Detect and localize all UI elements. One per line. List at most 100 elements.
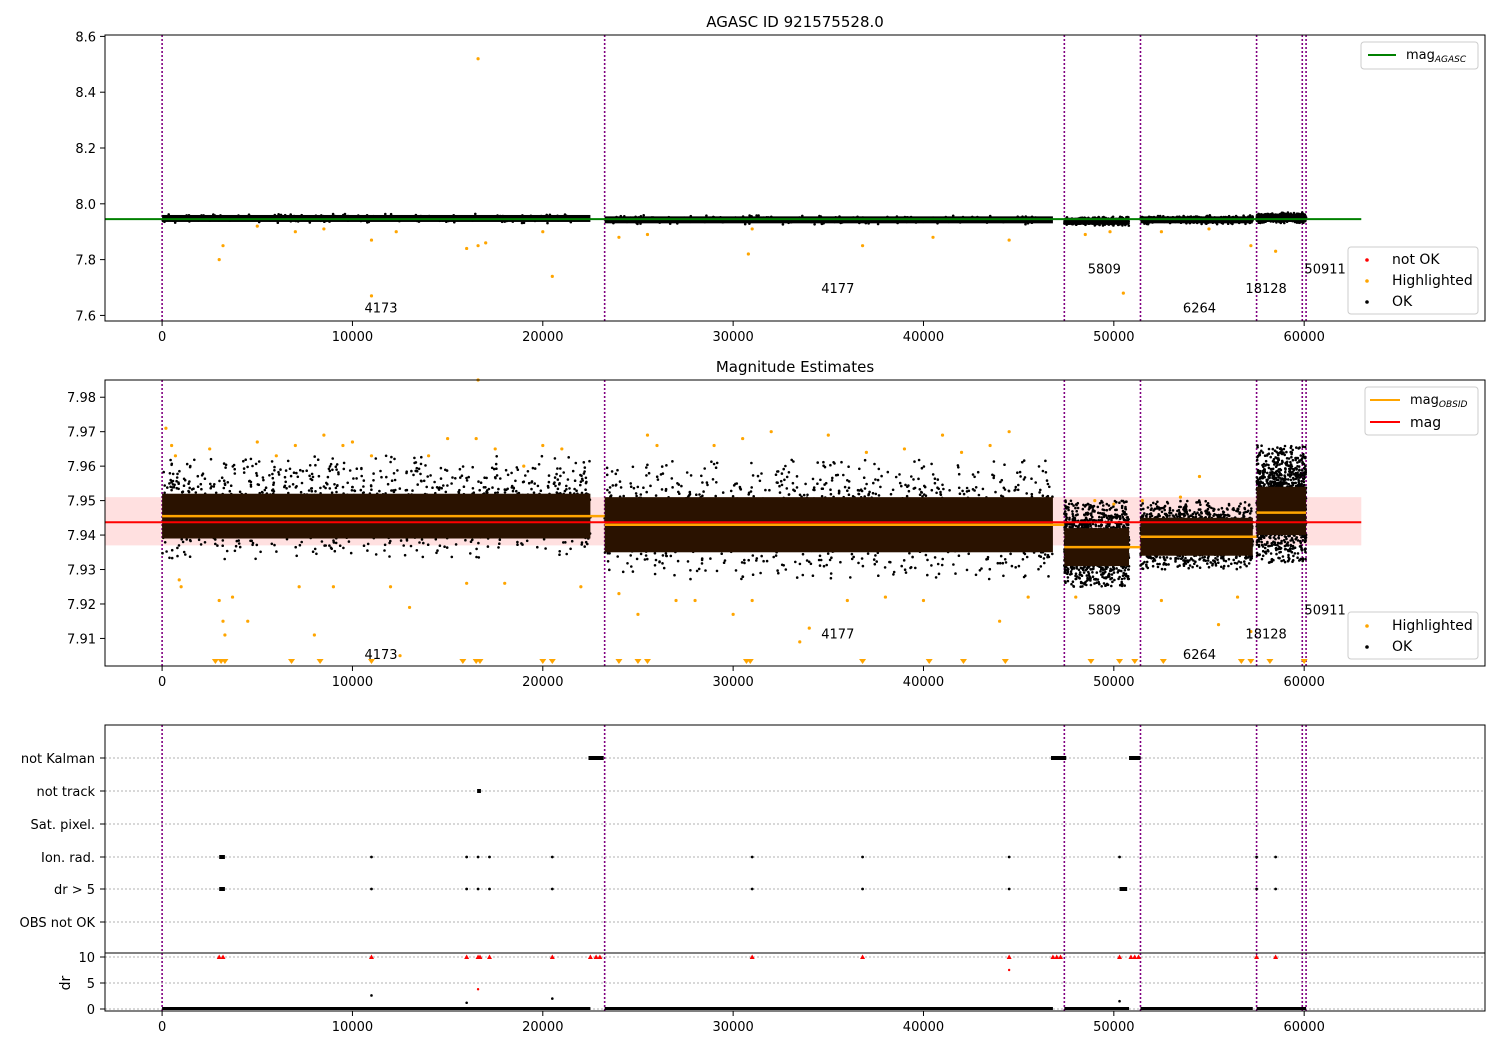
highlighted-point: [807, 626, 811, 630]
dr-clipped-marker: [549, 954, 555, 959]
dr-clipped-marker: [486, 954, 492, 959]
flag-point: [861, 855, 864, 859]
flag-point-run: [588, 756, 604, 760]
highlighted-point: [173, 454, 178, 458]
obsid-label: 5809: [1088, 263, 1121, 278]
highlighted-point: [1159, 230, 1164, 234]
flag-point: [370, 855, 373, 859]
highlighted-point: [541, 230, 545, 234]
ok-points: [605, 214, 1053, 226]
clipped-low-marker: [548, 659, 556, 664]
highlighted-point: [217, 598, 221, 603]
flag-point: [1274, 887, 1278, 891]
y-tick-label: 7.6: [75, 309, 96, 324]
dr-ok-points: [162, 1007, 591, 1010]
obsid-label: 4173: [364, 302, 397, 317]
dr-clipped-marker: [1050, 954, 1056, 959]
highlighted-point: [465, 246, 469, 251]
clipped-low-marker: [643, 659, 651, 664]
obsid-label: 4177: [821, 282, 854, 297]
flag-point: [488, 887, 491, 891]
highlighted-point: [645, 433, 650, 437]
highlighted-point: [350, 440, 355, 444]
flag-point-run: [1051, 756, 1067, 760]
highlighted-point: [860, 244, 865, 248]
highlighted-point: [177, 578, 181, 582]
highlighted-point: [1159, 598, 1164, 603]
dr-clipped-marker: [1254, 954, 1260, 959]
dr-clipped-marker: [1132, 954, 1138, 959]
dr-not-ok-point: [476, 988, 480, 991]
highlighted-point: [221, 244, 225, 248]
clipped-low-marker: [1131, 659, 1139, 664]
highlighted-point: [1026, 595, 1030, 599]
panel3-ticks: not Kalman not track Sat. pixel. Ion. rad. d…: [20, 752, 1325, 1035]
highlighted-point: [1178, 495, 1183, 499]
highlighted-point: [541, 443, 545, 448]
dr-axis-label: dr: [58, 975, 74, 990]
x-tick-label: 30000: [712, 675, 753, 690]
flag-point: [550, 855, 554, 859]
highlighted-point: [826, 433, 830, 437]
dr-ok-points: [604, 1007, 1053, 1010]
y-tick-label: 8.6: [75, 30, 96, 45]
highlighted-point: [322, 227, 326, 231]
clipped-low-marker: [925, 659, 933, 664]
clipped-low-marker: [1159, 659, 1167, 664]
clipped-low-marker: [1237, 659, 1245, 664]
ok-points: [1063, 215, 1131, 227]
flag-row-label: Sat. pixel.: [31, 818, 95, 833]
legend-ok: OK: [1392, 294, 1413, 310]
highlighted-point: [712, 443, 716, 448]
highlighted-point: [474, 436, 478, 441]
dr-clipped-marker: [749, 954, 755, 959]
highlighted-point: [731, 612, 735, 616]
panel1-data-layer: 4173 4177 5809 6264 18128 50911: [105, 35, 1362, 321]
y-tick-label: 8.0: [75, 198, 96, 213]
y-tick-label: 7.91: [67, 632, 96, 647]
highlighted-point: [394, 230, 398, 234]
flag-point: [370, 887, 373, 891]
legend-highlighted: Highlighted: [1392, 618, 1473, 634]
highlighted-point: [369, 294, 374, 298]
y-tick-label: 7.95: [67, 495, 96, 510]
x-tick-label: 10000: [332, 1020, 373, 1035]
dr-clipped-marker: [1273, 954, 1279, 959]
flag-point-run: [219, 855, 225, 859]
y-tick-label: 7.96: [67, 460, 96, 475]
dr-ok-points: [1140, 1007, 1253, 1010]
clipped-low-marker: [211, 659, 219, 664]
panel1-ticks: 0 10000 20000 30000 40000 50000 60000 7.6 7.8 8.0…: [75, 30, 1325, 345]
dr-tick-label: 5: [87, 977, 95, 992]
highlighted-point: [1140, 499, 1144, 503]
panel1-legend: magAGASC: [1360, 41, 1479, 70]
highlighted-point: [223, 633, 227, 637]
highlighted-point: [560, 447, 564, 451]
flag-point: [1118, 855, 1121, 859]
highlighted-point: [476, 57, 480, 61]
highlighted-point: [1274, 249, 1278, 253]
dr-clipped-marker: [477, 954, 483, 959]
y-tick-label: 7.92: [67, 598, 96, 613]
clipped-low-marker: [1300, 659, 1308, 664]
highlighted-point: [369, 454, 374, 458]
obsid-label: 50911: [1304, 603, 1345, 618]
ok-swatch: [1365, 645, 1369, 649]
magnitude-estimates-panel: 4173 4177 5809 6264 18128 50911 Magnitude Est…: [67, 358, 1486, 690]
x-tick-label: 50000: [1093, 675, 1134, 690]
dr-clipped-marker: [1006, 954, 1012, 959]
flag-point: [465, 887, 469, 891]
x-tick-label: 40000: [903, 675, 944, 690]
highlighted-point: [769, 430, 773, 434]
clipped-low-marker: [367, 659, 375, 664]
highlighted-point: [940, 433, 945, 437]
flag-point: [465, 855, 469, 859]
flag-row-label: not track: [36, 785, 95, 800]
highlighted-point: [1216, 623, 1221, 627]
dr-clipped-marker: [216, 954, 222, 959]
dr-clipped-marker: [220, 954, 226, 959]
clipped-low-marker: [221, 659, 229, 664]
y-tick-label: 7.97: [67, 426, 96, 441]
highlighted-point: [255, 224, 259, 228]
flag-point: [861, 887, 864, 891]
